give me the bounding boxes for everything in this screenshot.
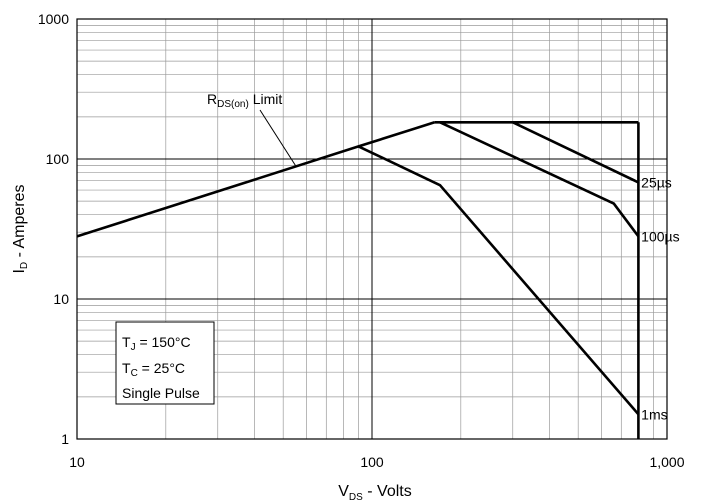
x-axis-title: VDS - Volts (338, 483, 411, 502)
y-tick-label: 1 (61, 431, 69, 447)
curve-labels: 25µs 100µs 1ms (641, 174, 679, 422)
curve-label: 1ms (641, 406, 667, 422)
series-layer (76, 121, 640, 439)
x-tick-label: 10 (69, 454, 85, 470)
y-axis-title: ID - Amperes (11, 184, 30, 273)
condition-tj: TJ = 150°C (122, 334, 191, 353)
x-tick-labels: 10 100 1,000 (69, 454, 685, 470)
y-tick-label: 100 (46, 151, 70, 167)
conditions-box (115, 321, 215, 405)
rds-rest: Limit (249, 91, 283, 107)
x-tick-label: 1,000 (649, 454, 684, 470)
curve-label: 100µs (641, 228, 679, 244)
curve-label: 25µs (641, 174, 672, 190)
x-tick-label: 100 (360, 454, 384, 470)
rds-main: R (207, 91, 217, 107)
condition-tc: TC = 25°C (122, 360, 185, 379)
rds-sub: DS(on) (217, 99, 249, 110)
y-tick-label: 1000 (38, 11, 69, 27)
plot-frame (76, 18, 668, 440)
y-tick-labels: 1 10 100 1000 (38, 11, 69, 447)
series-line-3 (512, 121, 639, 184)
rds-on-limit-label: RDS(on) Limit (207, 91, 282, 110)
y-tick-label: 10 (53, 291, 69, 307)
series-line-5 (357, 145, 640, 416)
rds-on-leader-line (259, 109, 296, 166)
series-line-4 (439, 121, 640, 238)
condition-single-pulse: Single Pulse (122, 385, 200, 401)
